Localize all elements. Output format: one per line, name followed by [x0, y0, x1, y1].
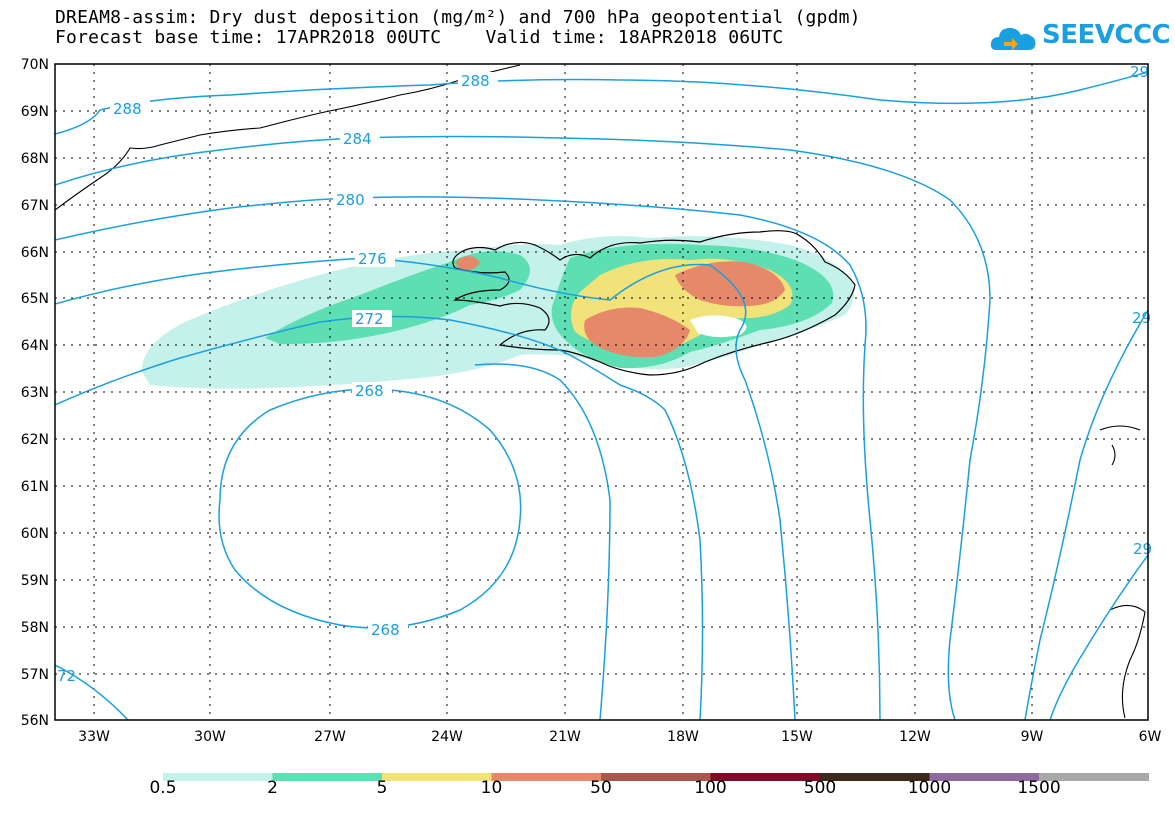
contour-284 — [55, 135, 991, 720]
lon-label: 21W — [549, 729, 581, 745]
colorbar-swatch — [601, 773, 711, 781]
colorbar-swatch — [491, 773, 602, 781]
lat-label: 70N — [21, 57, 49, 73]
contour-29-e2 — [1049, 554, 1148, 720]
colorbar-label: 1000 — [907, 778, 952, 798]
contour-272-sw — [55, 664, 129, 720]
lat-label: 56N — [21, 713, 49, 729]
lon-label: 33W — [78, 729, 110, 745]
lat-label: 60N — [21, 526, 49, 542]
coastline-iceland — [452, 230, 856, 376]
colorbar-swatch — [382, 773, 492, 781]
lat-label: 66N — [21, 245, 49, 261]
lat-label: 62N — [21, 432, 49, 448]
contour-label: 29 — [1130, 63, 1149, 81]
colorbar-label: 500 — [803, 778, 837, 798]
contour-280 — [55, 196, 881, 720]
lon-label: 12W — [899, 729, 931, 745]
contour-label: 29 — [1132, 309, 1151, 327]
dust-level-10 — [455, 256, 480, 271]
colorbar — [163, 773, 1149, 781]
geopotential-contours — [55, 71, 1148, 720]
colorbar-label: 100 — [694, 778, 727, 798]
lat-label: 67N — [21, 198, 49, 214]
lon-label: 30W — [194, 729, 226, 745]
coastline-greenland — [55, 64, 521, 211]
lat-label: 65N — [21, 291, 49, 307]
dust-gap — [690, 315, 747, 338]
lat-label: 64N — [21, 338, 49, 354]
contour-label: 272 — [355, 310, 384, 328]
colorbar-swatch — [272, 773, 383, 781]
lat-label: 61N — [21, 479, 49, 495]
contour-272 — [55, 315, 704, 720]
cloud-icon — [990, 28, 1036, 50]
lat-label: 57N — [21, 667, 49, 683]
colorbar-label: 0.5 — [149, 778, 177, 798]
coastline-faroe-scandinavia — [1099, 425, 1146, 719]
colorbar-label: 1500 — [1017, 778, 1061, 798]
lon-labels: 33W 30W 27W 24W 21W 18W 15W 12W 9W 6W — [78, 729, 1161, 745]
lat-label: 68N — [21, 151, 49, 167]
contour-label: 268 — [355, 382, 384, 400]
contour-29-e1 — [1024, 309, 1148, 720]
contour-label: 280 — [336, 191, 365, 209]
contour-276 — [55, 257, 796, 720]
colorbar-swatch — [820, 773, 930, 781]
colorbar-swatch — [710, 773, 821, 781]
title-line-2: Forecast base time: 17APR2018 00UTC Vali… — [55, 27, 784, 48]
contour-268 — [218, 388, 522, 629]
contour-label: 29 — [1133, 540, 1152, 558]
dust-level-10 — [675, 261, 785, 307]
contour-272b — [474, 363, 611, 720]
lon-label: 6W — [1139, 729, 1162, 745]
graticule — [55, 64, 1148, 720]
contour-288 — [55, 71, 1148, 135]
contour-label: 276 — [358, 250, 387, 268]
contour-label: 288 — [113, 100, 142, 118]
lat-labels: 70N 69N 68N 67N 66N 65N 64N 63N 62N 61N … — [21, 57, 49, 729]
contour-label: 268 — [371, 621, 400, 639]
lon-label: 24W — [431, 729, 463, 745]
logo-text: SEEVCCC — [1042, 20, 1171, 50]
lat-label: 59N — [21, 573, 49, 589]
colorbar-label: 5 — [376, 778, 388, 798]
colorbar-swatch — [163, 773, 273, 781]
map-frame — [54, 63, 1149, 721]
title-line-1: DREAM8-assim: Dry dust deposition (mg/m²… — [55, 7, 861, 28]
lon-label: 15W — [781, 729, 813, 745]
colorbar-label: 10 — [480, 778, 503, 798]
lon-label: 18W — [667, 729, 699, 745]
dust-field — [141, 236, 854, 389]
contour-label: 284 — [343, 130, 372, 148]
lon-label: 9W — [1021, 729, 1044, 745]
contour-label: 288 — [461, 72, 490, 90]
colorbar-label: 2 — [267, 778, 278, 798]
lat-label: 63N — [21, 385, 49, 401]
colorbar-label: 50 — [590, 778, 612, 798]
contour-labels: 288 288 284 280 276 272 268 268 72 29 29… — [57, 63, 1152, 685]
contour-label: 72 — [57, 667, 76, 685]
lon-label: 27W — [314, 729, 346, 745]
lat-label: 58N — [21, 620, 49, 636]
colorbar-swatch — [1039, 773, 1149, 781]
colorbar-swatch — [929, 773, 1040, 781]
lat-label: 69N — [21, 104, 49, 120]
